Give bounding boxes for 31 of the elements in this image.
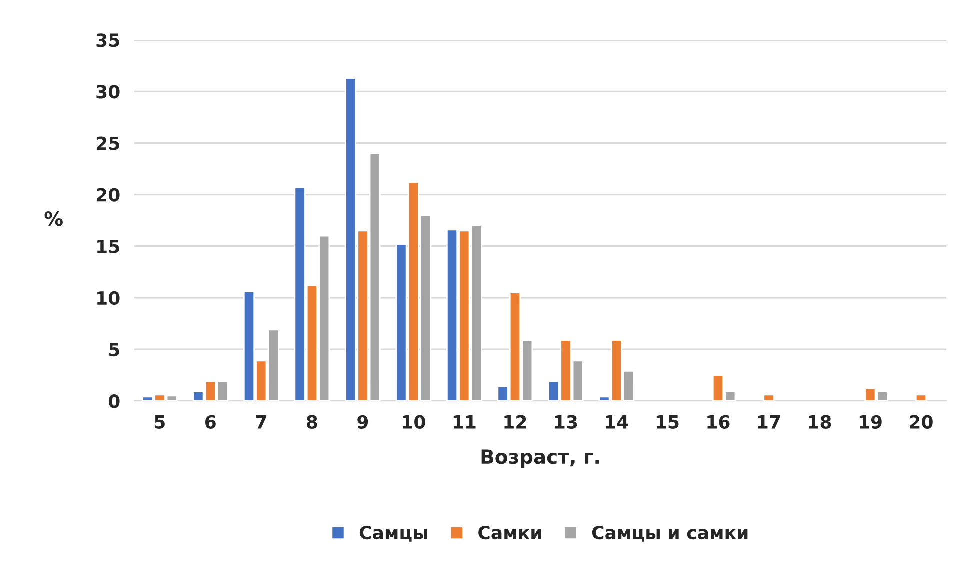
y-tick-label: 25 (96, 136, 120, 150)
x-axis-title: Возраст, г. (482, 450, 600, 468)
x-tick-label: 5 (155, 416, 165, 429)
x-tick-label: 13 (555, 415, 578, 429)
x-tick-label: 12 (504, 415, 526, 429)
y-axis-title: % (44, 212, 63, 226)
x-tick-label: 9 (358, 415, 368, 429)
y-tick-label: 10 (98, 291, 120, 306)
x-tick-label: 18 (809, 415, 832, 429)
y-tick-label: 35 (96, 34, 120, 48)
x-tick-label: 14 (606, 416, 628, 429)
x-tick-label: 6 (206, 415, 216, 429)
x-tick-label: 7 (256, 416, 266, 429)
y-tick-label: 30 (96, 85, 120, 99)
legend-label: Самцы (360, 526, 428, 542)
y-tick-label: 15 (98, 240, 120, 254)
bar (763, 394, 775, 402)
legend-label: Самцы и самки (592, 526, 748, 542)
x-tick-label: 17 (758, 416, 780, 429)
y-tick-label: 5 (109, 343, 120, 357)
y-tick-label: 0 (108, 394, 120, 408)
x-tick-label: 19 (860, 415, 882, 429)
x-tick-label: 10 (403, 415, 426, 429)
x-tick-label: 16 (708, 415, 730, 429)
y-tick-label: 20 (96, 188, 120, 202)
x-tick-label: 8 (306, 415, 318, 429)
x-tick-label: 11 (454, 416, 476, 429)
x-tick-label: 20 (910, 415, 933, 429)
x-tick-label: 15 (656, 416, 679, 429)
bar (915, 394, 927, 402)
legend-label: Самки (478, 526, 542, 540)
